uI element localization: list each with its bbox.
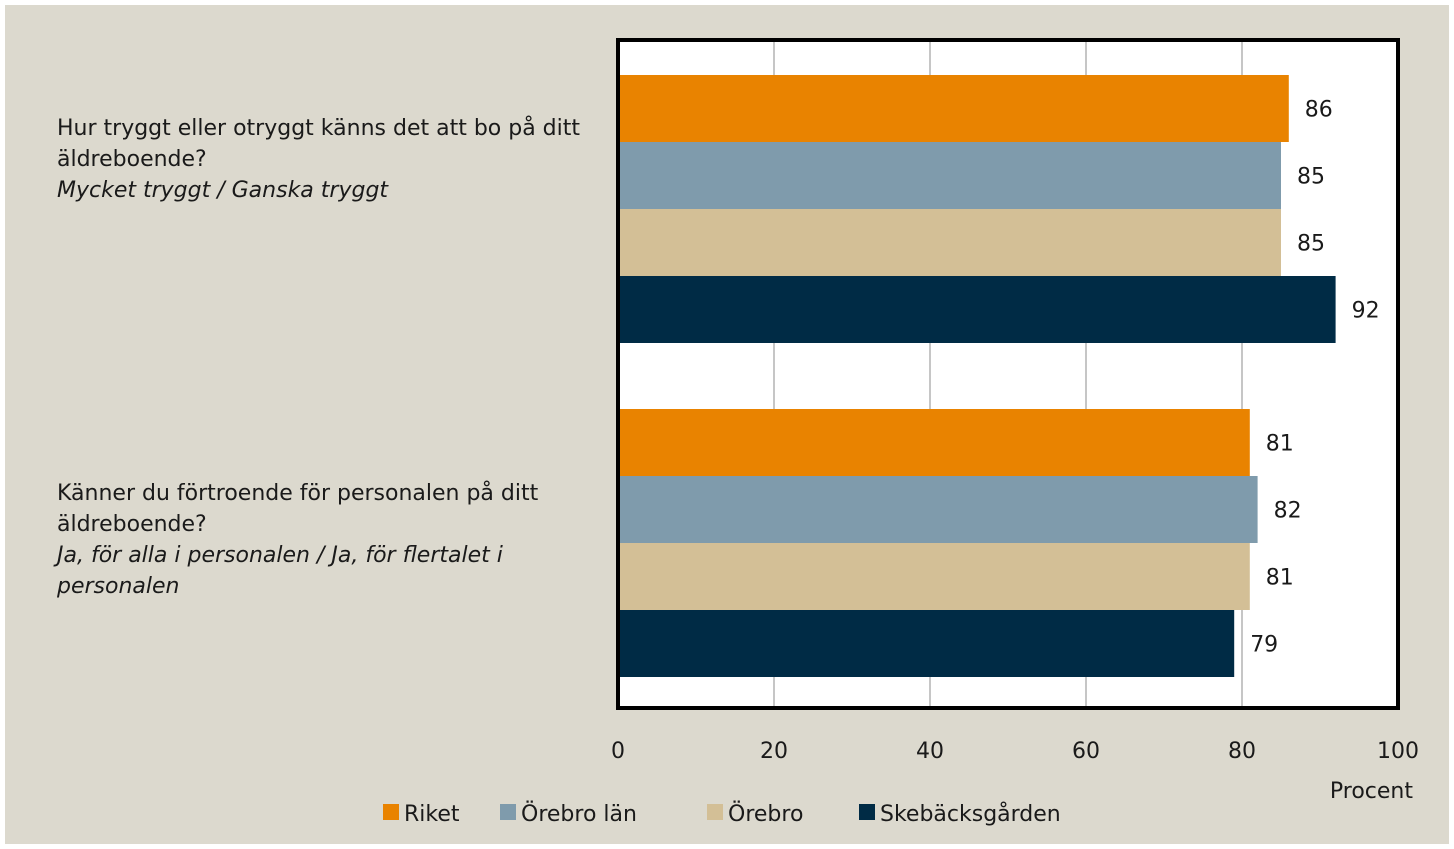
- legend-swatch: [500, 804, 516, 820]
- x-tick-label: 100: [1377, 739, 1419, 764]
- category-answer: Mycket tryggt / Ganska tryggt: [57, 178, 389, 203]
- bar: [618, 209, 1281, 276]
- bar: [618, 543, 1250, 610]
- bar: [618, 476, 1258, 543]
- data-label: 85: [1297, 232, 1325, 257]
- x-tick-label: 80: [1228, 739, 1256, 764]
- bar: [618, 276, 1336, 343]
- bar: [618, 610, 1235, 677]
- data-label: 92: [1352, 299, 1380, 324]
- legend-label: Riket: [404, 802, 460, 827]
- category-question: Känner du förtroende för personalen på d…: [57, 481, 539, 537]
- x-axis-title: Procent: [1330, 779, 1413, 804]
- x-tick-label: 60: [1072, 739, 1100, 764]
- legend-swatch: [383, 804, 399, 820]
- x-tick-label: 0: [611, 739, 625, 764]
- x-tick-label: 20: [760, 739, 788, 764]
- data-label: 82: [1274, 499, 1302, 524]
- bar: [618, 142, 1281, 209]
- legend-swatch: [859, 804, 875, 820]
- bar: [618, 409, 1250, 476]
- legend-swatch: [707, 804, 723, 820]
- bar: [618, 75, 1289, 142]
- plot-frame: [616, 38, 1400, 710]
- legend-label: Örebro: [728, 801, 803, 827]
- data-label: 79: [1250, 633, 1278, 658]
- data-label: 81: [1266, 432, 1294, 457]
- legend-label: Örebro län: [521, 801, 637, 827]
- data-label: 85: [1297, 165, 1325, 190]
- category-question: Hur tryggt eller otryggt känns det att b…: [57, 116, 581, 172]
- data-label: 81: [1266, 566, 1294, 591]
- x-tick-label: 40: [916, 739, 944, 764]
- category-label-fortroende: Känner du förtroende för personalen på d…: [57, 478, 597, 602]
- legend-label: Skebäcksgården: [880, 801, 1061, 827]
- category-label-trygghet: Hur tryggt eller otryggt känns det att b…: [57, 113, 597, 206]
- category-answer: Ja, för alla i personalen / Ja, för fler…: [57, 543, 503, 599]
- data-label: 86: [1305, 98, 1333, 123]
